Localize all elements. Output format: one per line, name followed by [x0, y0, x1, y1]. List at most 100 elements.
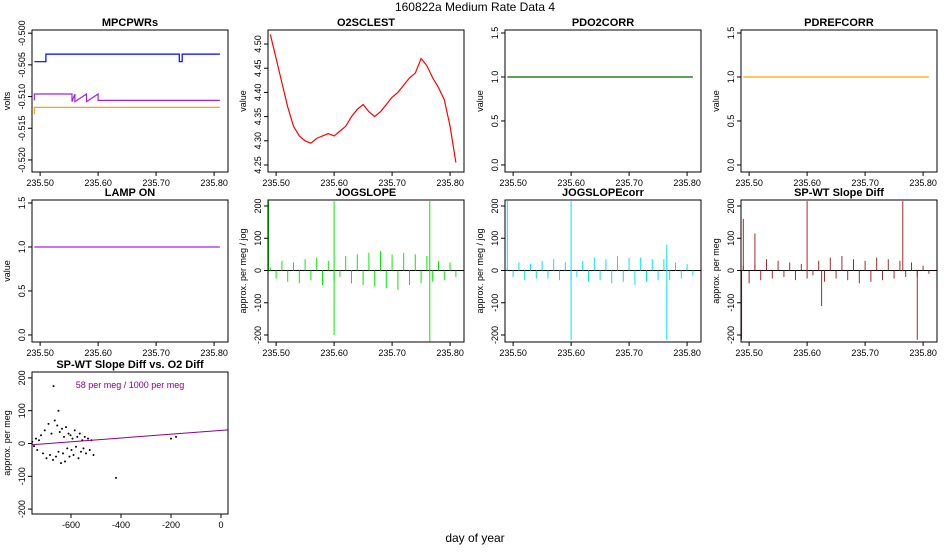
- y-axis-label: volts: [2, 91, 12, 110]
- y-axis-label: value: [475, 90, 485, 112]
- x-tick-label: 235.60: [793, 178, 821, 188]
- point: [71, 437, 74, 440]
- point: [33, 445, 35, 448]
- plot-frame: [31, 29, 229, 173]
- x-tick-label: 235.50: [499, 178, 527, 188]
- y-tick-label: 100: [17, 403, 27, 418]
- point: [76, 435, 79, 438]
- y-axis-label: value: [2, 260, 12, 282]
- y-tick-label: 4.25: [253, 156, 263, 174]
- y-tick-label: -200: [490, 326, 500, 344]
- point: [88, 449, 91, 452]
- y-tick-label: 0: [490, 268, 500, 273]
- point: [175, 435, 177, 438]
- x-tick-label: 235.70: [615, 348, 643, 358]
- y-axis-label: approx. per meg / jog: [475, 228, 485, 313]
- point: [56, 424, 59, 427]
- point: [64, 460, 66, 463]
- point: [43, 429, 46, 432]
- series-line: [33, 106, 220, 115]
- x-tick-label: 235.50: [735, 348, 763, 358]
- y-tick-label: 4.40: [253, 84, 263, 102]
- point: [85, 452, 87, 455]
- point: [36, 449, 39, 452]
- y-tick-label: -100: [490, 294, 500, 312]
- point: [72, 453, 75, 456]
- y-tick-label: -100: [253, 294, 263, 312]
- y-axis-label: value: [711, 90, 721, 112]
- x-tick-label: -200: [162, 520, 180, 530]
- y-tick-label: 0: [726, 268, 736, 273]
- y-tick-label: -0.505: [17, 52, 27, 78]
- x-tick-label: 235.80: [436, 348, 464, 358]
- y-tick-label: 1.0: [17, 241, 27, 254]
- x-tick-label: -400: [112, 520, 130, 530]
- y-tick-label: 200: [17, 370, 27, 385]
- y-axis-label: approx. per meg: [2, 410, 12, 476]
- x-tick-label: 235.50: [262, 178, 290, 188]
- y-tick-label: 1.0: [726, 71, 736, 84]
- x-tick-label: 235.70: [378, 348, 406, 358]
- y-axis-label: value: [238, 90, 248, 112]
- x-tick-label: 235.70: [851, 348, 879, 358]
- y-tick-label: 200: [726, 198, 736, 213]
- y-tick-label: 200: [490, 198, 500, 213]
- plot-frame: [31, 371, 229, 515]
- y-tick-label: 1.5: [726, 27, 736, 40]
- panel-title: SP-WT Slope Diff vs. O2 Diff: [56, 359, 204, 371]
- x-tick-label: 235.60: [320, 178, 348, 188]
- point: [73, 429, 76, 432]
- y-tick-label: 100: [253, 231, 263, 246]
- series-line: [34, 53, 220, 63]
- y-tick-label: -0.520: [17, 147, 27, 173]
- y-tick-label: 0.5: [490, 115, 500, 128]
- plot-frame: [740, 199, 938, 343]
- x-tick-label: 235.60: [84, 178, 112, 188]
- x-tick-label: 235.50: [26, 178, 54, 188]
- y-tick-label: -100: [726, 294, 736, 312]
- x-tick-label: 235.50: [26, 348, 54, 358]
- plot-frame: [267, 29, 465, 173]
- x-tick-label: 235.80: [673, 348, 701, 358]
- y-tick-label: -200: [253, 326, 263, 344]
- y-tick-label: 4.45: [253, 59, 263, 77]
- panel-title: JOGSLOPEcorr: [562, 187, 645, 199]
- x-tick-label: 235.80: [436, 178, 464, 188]
- point: [47, 422, 50, 425]
- fit-line: [31, 429, 229, 446]
- point: [55, 455, 57, 458]
- x-axis-label: day of year: [445, 531, 504, 545]
- y-tick-label: 100: [490, 231, 500, 246]
- x-tick-label: -600: [62, 520, 80, 530]
- point: [80, 450, 82, 453]
- plot-frame: [504, 29, 702, 173]
- point: [40, 434, 42, 437]
- point: [53, 419, 56, 422]
- point: [66, 447, 69, 450]
- x-tick-label: 235.70: [615, 178, 643, 188]
- x-tick-label: 235.70: [378, 178, 406, 188]
- y-tick-label: 0: [17, 441, 27, 446]
- x-tick-label: 235.70: [142, 178, 170, 188]
- y-tick-label: -0.510: [17, 84, 27, 110]
- y-tick-label: 0.0: [726, 159, 736, 172]
- y-tick-label: 0.5: [726, 115, 736, 128]
- point: [92, 453, 95, 456]
- y-tick-label: 0.5: [17, 285, 27, 298]
- y-tick-label: -200: [726, 326, 736, 344]
- series-line: [269, 34, 457, 163]
- y-tick-label: 1.0: [490, 71, 500, 84]
- point: [62, 452, 64, 455]
- annotation: 58 per meg / 1000 per meg: [76, 380, 185, 390]
- point: [70, 449, 73, 452]
- y-tick-label: 0.0: [17, 329, 27, 342]
- point: [52, 385, 55, 388]
- point: [82, 447, 85, 450]
- series-line: [33, 92, 220, 103]
- y-tick-label: 200: [253, 198, 263, 213]
- x-tick-label: 235.60: [793, 348, 821, 358]
- x-tick-label: 235.80: [673, 178, 701, 188]
- point: [75, 445, 77, 448]
- y-tick-label: -200: [17, 500, 27, 518]
- x-tick-label: 235.80: [200, 178, 228, 188]
